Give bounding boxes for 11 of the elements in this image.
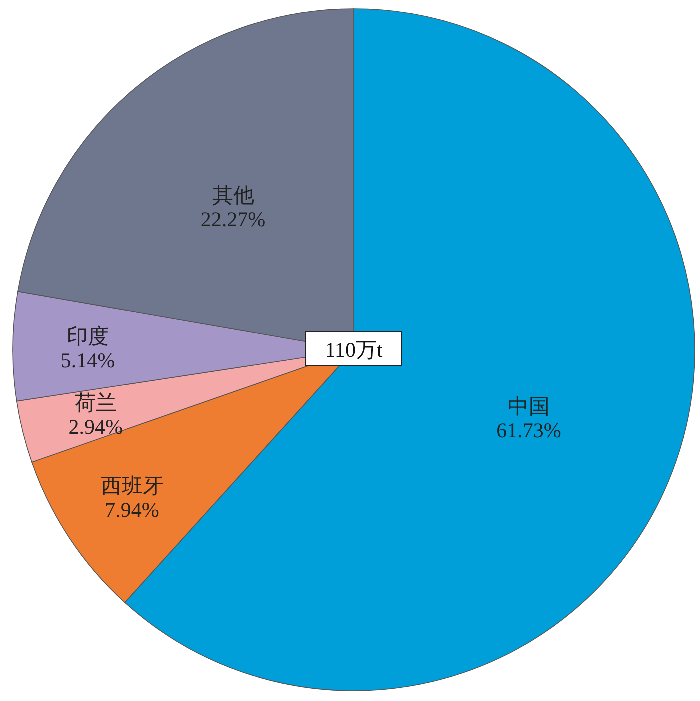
data-label: 22.27% bbox=[200, 207, 266, 232]
data-label: 5.14% bbox=[60, 348, 116, 372]
data-label: 61.73% bbox=[496, 418, 562, 442]
slice-label: 其他 bbox=[212, 183, 254, 208]
slice-label: 荷兰 bbox=[74, 391, 117, 416]
slice-label: 印度 bbox=[67, 324, 110, 348]
data-label: 2.94% bbox=[68, 415, 123, 440]
slice-label: 西班牙 bbox=[100, 474, 164, 498]
text: 110万t bbox=[325, 338, 383, 362]
data-label: 7.94% bbox=[105, 498, 160, 522]
slice-label: 中国 bbox=[508, 394, 550, 418]
